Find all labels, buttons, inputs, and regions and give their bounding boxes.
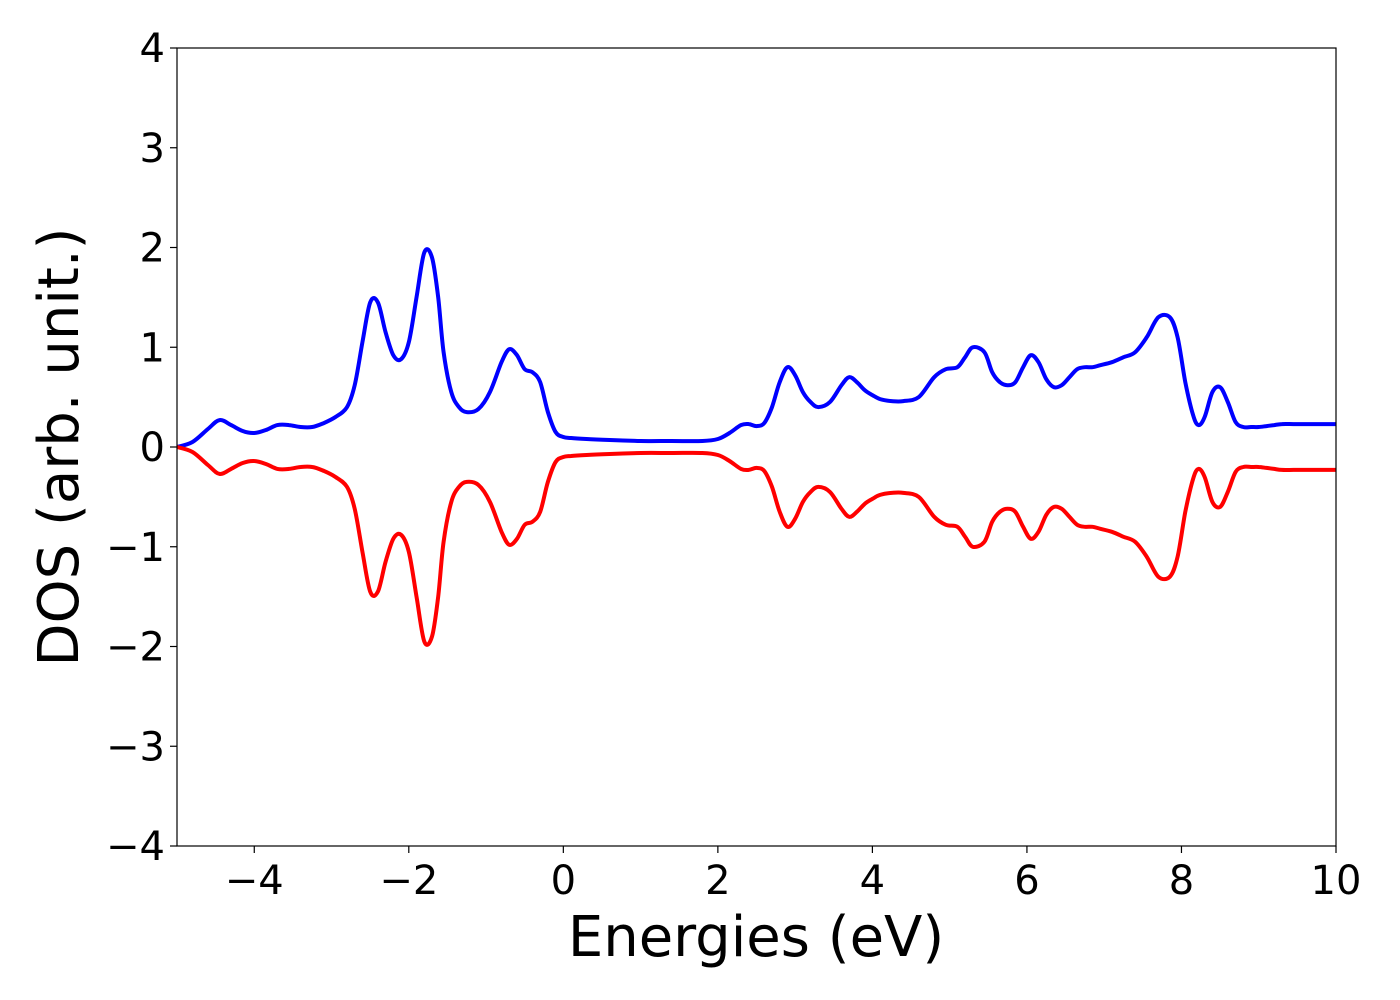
- y-tick-label: 3: [140, 126, 165, 172]
- y-tick-label: −3: [106, 724, 165, 770]
- y-tick-label: −2: [106, 625, 165, 671]
- y-tick-label: 0: [140, 425, 165, 471]
- x-tick-label: 4: [860, 858, 885, 904]
- x-axis-ticks: −4 −2 0 2 4 6 8 10: [225, 846, 1362, 904]
- y-axis-label: DOS (arb. unit.): [27, 227, 92, 666]
- plot-area: [176, 47, 1337, 847]
- y-tick-label: −1: [106, 525, 165, 571]
- x-tick-label: 2: [705, 858, 730, 904]
- x-tick-label: −4: [225, 858, 284, 904]
- series-layer: [176, 247, 1336, 647]
- axes-frame: [176, 47, 1337, 847]
- x-axis-label: Energies (eV): [568, 905, 944, 970]
- y-axis-ticks: −4 −3 −2 −1 0 1 2 3 4: [106, 26, 177, 870]
- x-tick-label: 8: [1169, 858, 1194, 904]
- series-line-1: [176, 247, 1336, 449]
- y-tick-label: −4: [106, 824, 165, 870]
- series-line-2: [176, 445, 1336, 647]
- x-tick-label: 0: [551, 858, 576, 904]
- x-tick-label: 10: [1311, 858, 1362, 904]
- y-tick-label: 4: [140, 26, 165, 72]
- x-tick-label: 6: [1014, 858, 1039, 904]
- x-tick-label: −2: [379, 858, 438, 904]
- y-tick-label: 1: [140, 325, 165, 371]
- y-tick-label: 2: [140, 226, 165, 272]
